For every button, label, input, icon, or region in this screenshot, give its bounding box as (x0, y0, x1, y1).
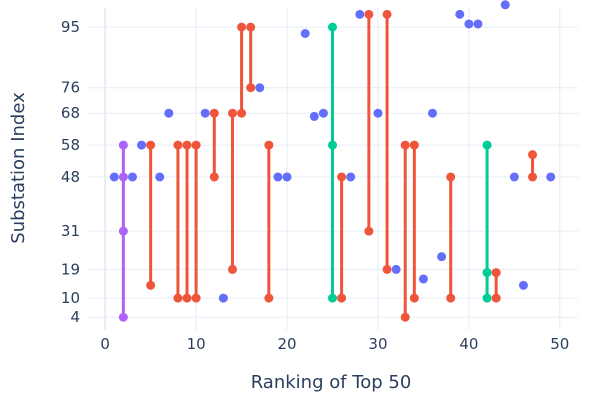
x-tick-label: 40 (459, 335, 478, 353)
y-tick-label: 68 (61, 104, 80, 122)
series-point-red (400, 312, 410, 322)
series-point-purple (118, 140, 128, 150)
series-point-red (182, 293, 192, 303)
series-point-red (528, 172, 538, 182)
y-axis-title: Substation Index (8, 92, 29, 244)
scatter-point (273, 172, 283, 182)
series-point-red (400, 140, 410, 150)
x-axis-title: Ranking of Top 50 (251, 372, 412, 393)
series-point-red (146, 140, 156, 150)
series-point-red (246, 22, 256, 32)
series-point-red (246, 83, 256, 93)
series-point-red (528, 150, 538, 160)
series-point-red (446, 172, 456, 182)
series-point-green (328, 293, 337, 303)
series-point-red (382, 264, 392, 274)
series-lines (121, 14, 535, 318)
series-point-green (482, 268, 492, 278)
series-point-red (264, 293, 274, 303)
series-point-red (409, 293, 419, 303)
scatter-point (500, 0, 510, 10)
series-point-red (364, 226, 374, 236)
series-point-red (382, 9, 392, 19)
series-point-red (264, 140, 274, 150)
y-tick-label: 95 (61, 18, 80, 36)
series-point-red (337, 293, 347, 303)
series-point-red (146, 280, 156, 290)
series-point-red (227, 264, 237, 274)
scatter-point (127, 172, 137, 182)
series-point-purple (118, 172, 128, 182)
scatter-point (509, 172, 519, 182)
scatter-point (373, 108, 383, 118)
y-tick-label: 48 (61, 168, 80, 186)
scatter-point (473, 19, 483, 29)
series-point-red (337, 172, 347, 182)
y-tick-label: 19 (61, 260, 80, 278)
scatter-point (428, 108, 438, 118)
series-point-red (237, 22, 247, 32)
scatter-point (518, 280, 528, 290)
series-point-red (364, 9, 374, 19)
scatter-point (255, 83, 265, 93)
y-tick-label: 10 (61, 289, 80, 307)
scatter-point (464, 19, 474, 29)
series-point-purple (118, 312, 128, 322)
series-point-red (173, 293, 183, 303)
scatter-point (455, 9, 465, 19)
series-point-red (209, 108, 219, 118)
scatter-point (164, 108, 174, 118)
data-points (109, 0, 556, 322)
scatter-point (355, 9, 365, 19)
series-point-red (237, 108, 247, 118)
y-tick-label: 76 (61, 79, 80, 97)
scatter-point (546, 172, 556, 182)
series-point-red (191, 140, 201, 150)
scatter-point (200, 108, 210, 118)
x-tick-label: 50 (550, 335, 569, 353)
series-point-red (227, 108, 237, 118)
x-tick-label: 10 (187, 335, 206, 353)
series-point-green (328, 22, 337, 32)
scatter-point (282, 172, 292, 182)
series-point-red (409, 140, 419, 150)
series-point-red (191, 293, 201, 303)
scatter-point (137, 140, 147, 150)
scatter-point (300, 29, 310, 39)
scatter-point (109, 172, 119, 182)
scatter-point (391, 264, 401, 274)
series-point-purple (118, 226, 128, 236)
scatter-point (418, 274, 428, 284)
scatter-point (318, 108, 328, 118)
series-point-red (209, 172, 219, 182)
scatter-point (155, 172, 165, 182)
scatter-point (309, 111, 319, 121)
series-point-green (482, 293, 492, 303)
y-tick-label: 4 (70, 308, 80, 326)
scatter-point (346, 172, 356, 182)
series-point-green (328, 140, 337, 150)
series-point-red (173, 140, 183, 150)
series-point-red (491, 268, 501, 278)
x-tick-label: 20 (277, 335, 296, 353)
x-tick-label: 0 (100, 335, 110, 353)
x-tick-label: 30 (368, 335, 387, 353)
scatter-point (437, 252, 447, 262)
series-point-red (446, 293, 456, 303)
y-tick-label: 58 (61, 136, 80, 154)
scatter-point (218, 293, 228, 303)
series-point-red (491, 293, 501, 303)
series-point-red (182, 140, 192, 150)
y-tick-label: 31 (61, 222, 80, 240)
series-point-green (482, 140, 492, 150)
